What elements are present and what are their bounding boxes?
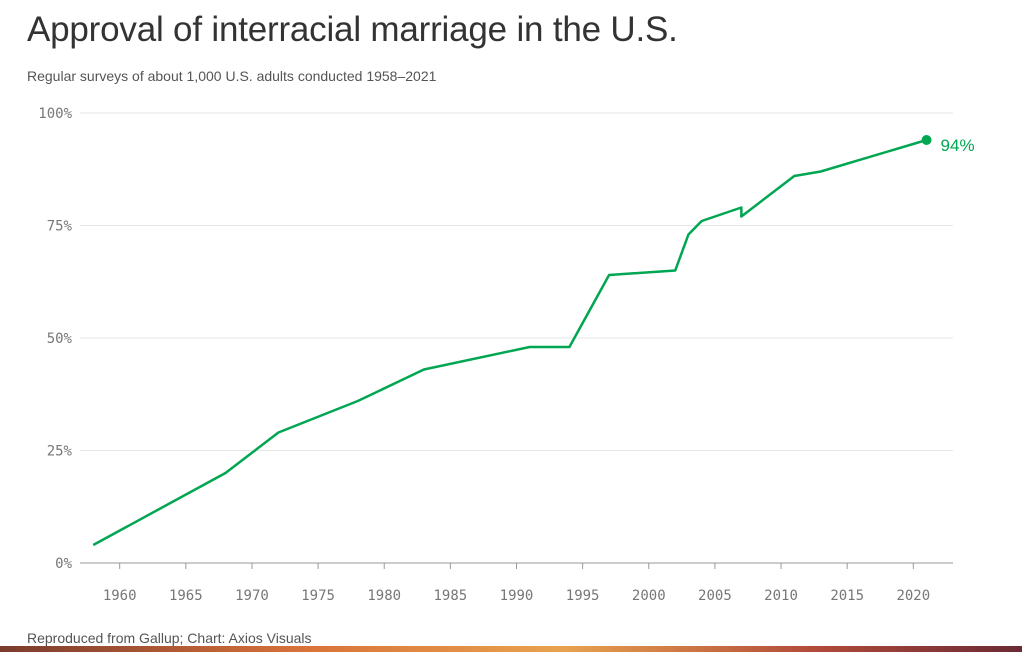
data-series: 94% <box>92 135 975 547</box>
x-tick-label: 1980 <box>367 588 401 604</box>
x-tick-label: 2000 <box>632 588 666 604</box>
x-axis-ticks: 1960 1965 1970 1975 1980 1985 1990 1995 2000 2005… <box>103 563 930 604</box>
x-tick-label: 2005 <box>698 588 732 604</box>
end-point-marker <box>921 135 932 145</box>
x-tick-label: 2015 <box>830 588 864 604</box>
x-tick-label: 1985 <box>434 588 468 604</box>
x-tick-label: 1965 <box>169 588 203 604</box>
y-tick-label: 75% <box>47 219 73 235</box>
y-axis-ticks: 0% 25% 50% 75% 100% <box>38 106 72 572</box>
x-tick-label: 1995 <box>566 588 600 604</box>
end-value-label: 94% <box>941 136 975 155</box>
y-tick-label: 0% <box>55 556 72 572</box>
x-tick-label: 1960 <box>103 588 137 604</box>
footer-image-strip <box>0 646 1022 652</box>
y-tick-label: 50% <box>47 331 73 347</box>
y-tick-label: 100% <box>38 106 72 122</box>
series-line-approve <box>92 138 927 547</box>
x-tick-label: 1970 <box>235 588 269 604</box>
source-note: Reproduced from Gallup; Chart: Axios Vis… <box>27 630 312 646</box>
gridlines <box>80 112 953 451</box>
x-tick-label: 1990 <box>500 588 534 604</box>
chart-title: Approval of interracial marriage in the … <box>27 10 678 49</box>
chart-subtitle: Regular surveys of about 1,000 U.S. adul… <box>27 68 437 84</box>
x-tick-label: 1975 <box>301 588 335 604</box>
x-tick-label: 2020 <box>896 588 930 604</box>
x-tick-label: 2010 <box>764 588 798 604</box>
y-tick-label: 25% <box>47 444 73 460</box>
